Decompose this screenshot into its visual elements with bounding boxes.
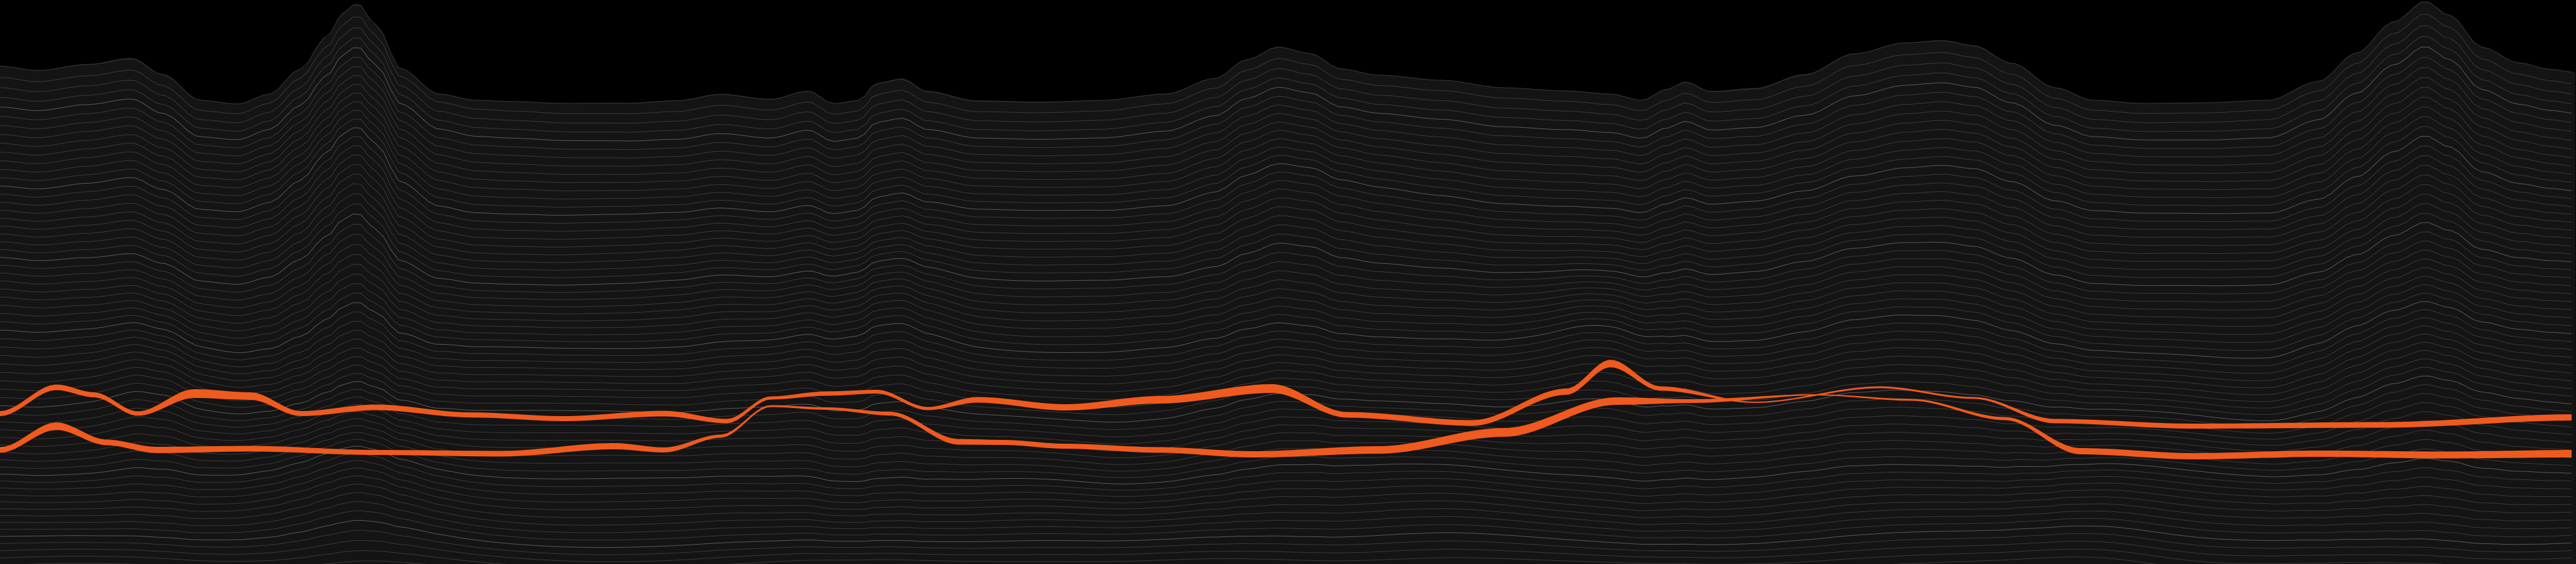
contour-line — [0, 184, 2572, 263]
contour-line — [0, 461, 2572, 497]
contour-line — [0, 549, 2572, 564]
contour-line — [0, 14, 2572, 114]
contour-line — [0, 57, 2572, 150]
contour-line — [0, 194, 2572, 270]
contour-line — [0, 264, 2572, 326]
contour-line — [0, 493, 2572, 525]
contour-line — [0, 520, 2572, 547]
contour-line — [0, 318, 2572, 373]
contour-line — [0, 2, 2572, 103]
contour-line — [0, 540, 2572, 561]
contour-line — [0, 244, 2572, 310]
contour-line — [0, 234, 2572, 302]
contour-line — [0, 110, 2572, 199]
contour-line — [0, 145, 2572, 231]
contour-line — [0, 274, 2572, 335]
contour-line — [0, 254, 2572, 318]
contour-line — [0, 102, 2572, 191]
contour-line — [0, 137, 2572, 223]
accent-ribbons — [0, 360, 2572, 459]
contour-line — [0, 557, 2572, 564]
contour-line — [0, 293, 2572, 350]
contour-line — [0, 426, 2572, 464]
contour-line — [0, 119, 2572, 207]
contour-line — [0, 326, 2572, 380]
contour-line — [0, 164, 2572, 247]
contour-line — [0, 402, 2572, 444]
contour-line — [0, 476, 2572, 511]
contour-line — [0, 26, 2572, 123]
contour-line — [0, 301, 2572, 358]
contour-line — [0, 75, 2572, 167]
contour-line — [0, 204, 2572, 278]
contour-line — [0, 351, 2572, 402]
contour-line — [0, 128, 2572, 216]
contour-line — [0, 511, 2572, 540]
accent-ribbon — [0, 360, 2572, 429]
contour-line — [0, 359, 2572, 408]
contour-line — [0, 419, 2572, 457]
contour-line — [0, 453, 2572, 490]
contour-line — [0, 501, 2572, 533]
contour-line — [0, 47, 2572, 142]
contour-line — [0, 367, 2572, 415]
contour-line — [0, 174, 2572, 255]
contour-line — [0, 412, 2572, 451]
accent-ribbon — [0, 394, 2572, 459]
contour-line — [0, 93, 2572, 183]
contour-line — [0, 66, 2572, 159]
contour-line — [0, 342, 2572, 394]
contour-line — [0, 36, 2572, 132]
contour-line — [0, 530, 2572, 555]
contour-line — [0, 224, 2572, 294]
contour-line — [0, 310, 2572, 366]
contour-line — [0, 334, 2572, 388]
contour-line — [0, 214, 2572, 286]
contour-line — [0, 446, 2572, 484]
contour-line — [0, 484, 2572, 518]
contour-line — [0, 155, 2572, 239]
contour-line — [0, 284, 2572, 343]
contour-line — [0, 85, 2572, 175]
contour-line — [0, 468, 2572, 504]
